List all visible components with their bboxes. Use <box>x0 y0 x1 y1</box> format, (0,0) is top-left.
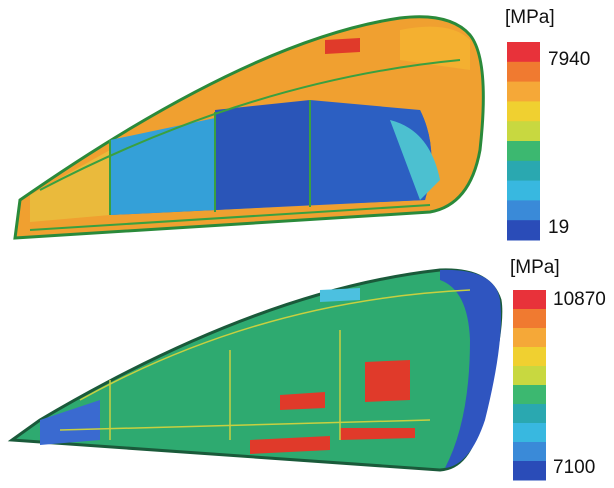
max-label: 7940 <box>548 49 590 70</box>
colorbar-band <box>507 42 540 63</box>
colorbar-band <box>507 141 540 162</box>
unit-label: [MPa] <box>510 257 560 278</box>
unit-label: [MPa] <box>505 7 555 28</box>
colorbar-band <box>507 81 540 102</box>
max-label: 10870 <box>553 289 606 310</box>
colorbar-band <box>513 309 546 329</box>
colorbar-band <box>513 290 546 310</box>
colorbar-band <box>513 385 546 405</box>
colorbar-band <box>507 220 540 241</box>
colorbar-band <box>513 404 546 424</box>
colorbar-band <box>513 442 546 462</box>
min-label: 7100 <box>553 457 595 478</box>
colorbar-band <box>507 101 540 122</box>
colorbar-band <box>513 366 546 386</box>
colorbar-band <box>507 121 540 142</box>
wing-model-bottom <box>7 268 503 472</box>
colorbar-band <box>513 328 546 348</box>
colorbar-band <box>513 423 546 443</box>
colorbar-band <box>507 180 540 201</box>
wing-model-top <box>13 15 485 240</box>
colorbar-band <box>507 200 540 221</box>
colorbar-band <box>507 160 540 182</box>
colorbar-band <box>507 61 540 83</box>
min-label: 19 <box>548 217 569 238</box>
colorbar-band <box>513 461 546 481</box>
colorbar-band <box>513 347 546 367</box>
